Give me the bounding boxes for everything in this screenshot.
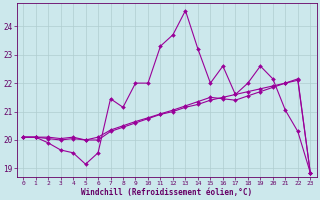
X-axis label: Windchill (Refroidissement éolien,°C): Windchill (Refroidissement éolien,°C) [81, 188, 252, 197]
